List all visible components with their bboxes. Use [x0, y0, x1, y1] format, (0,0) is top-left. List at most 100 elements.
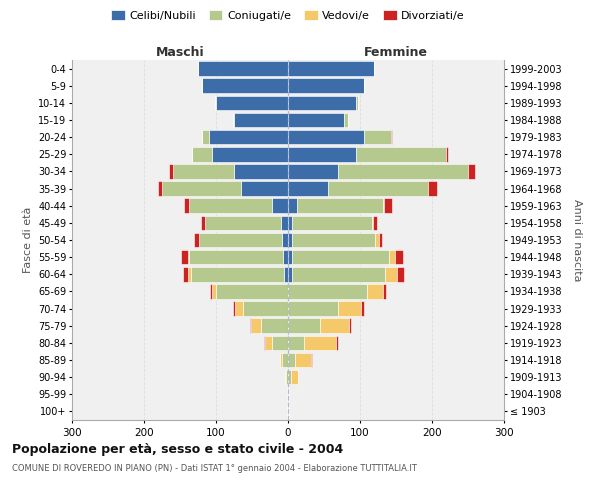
Bar [446, 147, 448, 162]
Bar [235, 302, 244, 316]
Bar [282, 352, 288, 368]
Bar [296, 198, 383, 213]
Text: Femmine: Femmine [364, 46, 428, 59]
Bar [272, 336, 288, 350]
Bar [260, 318, 288, 333]
Bar [272, 198, 288, 213]
Bar [288, 96, 356, 110]
Bar [288, 78, 364, 93]
Bar [202, 130, 209, 144]
Bar [215, 96, 216, 110]
Text: COMUNE DI ROVEREDO IN PIANO (PN) - Dati ISTAT 1° gennaio 2004 - Elaborazione TUT: COMUNE DI ROVEREDO IN PIANO (PN) - Dati … [12, 464, 417, 473]
Bar [292, 216, 371, 230]
Bar [288, 267, 292, 281]
Bar [250, 318, 251, 333]
Bar [383, 198, 384, 213]
Bar [283, 250, 288, 264]
Bar [375, 232, 379, 248]
Bar [292, 250, 389, 264]
Bar [288, 250, 292, 264]
Bar [385, 267, 397, 281]
Bar [264, 336, 265, 350]
Bar [288, 404, 289, 418]
Bar [288, 62, 374, 76]
Bar [234, 164, 288, 178]
Bar [158, 182, 162, 196]
Bar [288, 284, 367, 298]
Bar [367, 284, 383, 298]
Bar [288, 147, 356, 162]
Bar [188, 250, 190, 264]
Bar [288, 216, 292, 230]
Bar [395, 250, 403, 264]
Bar [286, 370, 288, 384]
Bar [295, 352, 311, 368]
Bar [287, 387, 288, 402]
Bar [338, 302, 361, 316]
Bar [288, 112, 344, 128]
Bar [304, 336, 336, 350]
Bar [288, 164, 338, 178]
Bar [244, 302, 288, 316]
Bar [190, 250, 283, 264]
Bar [292, 267, 385, 281]
Bar [311, 352, 312, 368]
Bar [183, 267, 188, 281]
Bar [328, 182, 428, 196]
Bar [288, 302, 338, 316]
Bar [233, 112, 234, 128]
Bar [292, 232, 375, 248]
Bar [288, 336, 304, 350]
Bar [361, 302, 364, 316]
Bar [291, 370, 298, 384]
Bar [336, 336, 338, 350]
Bar [288, 232, 292, 248]
Bar [202, 78, 288, 93]
Bar [280, 352, 282, 368]
Bar [397, 267, 404, 281]
Bar [338, 164, 468, 178]
Bar [173, 164, 234, 178]
Bar [468, 164, 475, 178]
Bar [373, 216, 377, 230]
Bar [281, 216, 288, 230]
Bar [288, 130, 364, 144]
Y-axis label: Anni di nascita: Anni di nascita [572, 198, 582, 281]
Bar [288, 318, 320, 333]
Bar [191, 147, 192, 162]
Bar [201, 216, 205, 230]
Bar [284, 267, 288, 281]
Text: Popolazione per età, sesso e stato civile - 2004: Popolazione per età, sesso e stato civil… [12, 442, 343, 456]
Bar [288, 387, 289, 402]
Bar [216, 96, 288, 110]
Bar [181, 250, 188, 264]
Bar [209, 130, 288, 144]
Bar [241, 182, 288, 196]
Y-axis label: Fasce di età: Fasce di età [23, 207, 32, 273]
Bar [265, 336, 272, 350]
Bar [356, 147, 446, 162]
Bar [356, 96, 358, 110]
Bar [212, 284, 216, 298]
Bar [383, 284, 386, 298]
Bar [169, 164, 173, 178]
Bar [251, 318, 260, 333]
Bar [194, 232, 199, 248]
Bar [285, 370, 286, 384]
Bar [205, 216, 281, 230]
Bar [216, 284, 288, 298]
Bar [198, 62, 288, 76]
Text: Maschi: Maschi [155, 46, 205, 59]
Bar [192, 147, 212, 162]
Bar [379, 232, 382, 248]
Bar [212, 147, 288, 162]
Bar [389, 250, 395, 264]
Bar [191, 267, 284, 281]
Bar [288, 182, 328, 196]
Bar [288, 370, 291, 384]
Bar [199, 232, 282, 248]
Bar [428, 182, 437, 196]
Bar [391, 130, 392, 144]
Bar [184, 198, 190, 213]
Bar [288, 352, 295, 368]
